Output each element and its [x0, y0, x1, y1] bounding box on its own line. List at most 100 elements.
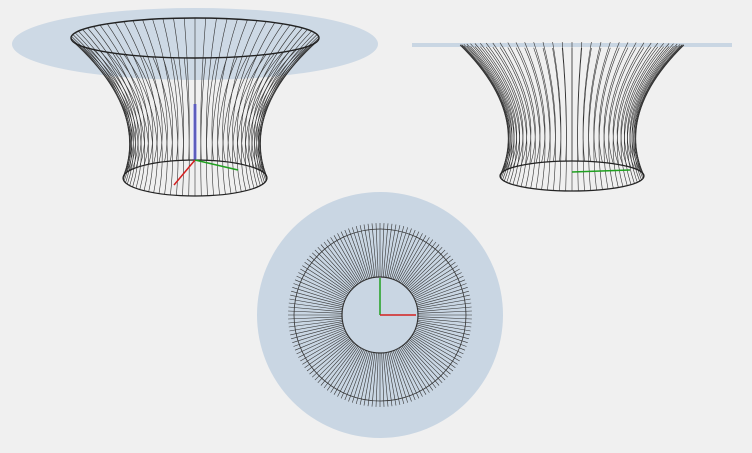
wire-rod [227, 55, 258, 194]
wire-rod [620, 42, 659, 167]
wire-rod [417, 306, 472, 312]
wire-rod [383, 223, 389, 278]
wire-rod [404, 244, 440, 287]
wire-rod [381, 223, 385, 278]
wire-rod [633, 43, 681, 173]
wire-rod [463, 43, 511, 173]
wire-rod [132, 20, 163, 163]
wire-rod [300, 268, 348, 297]
wire-rod [291, 324, 344, 340]
wire-rod [298, 332, 347, 358]
wire-rod [627, 43, 670, 169]
wire-rod [93, 26, 142, 168]
wire-rod [288, 306, 343, 312]
wire-rod [406, 341, 446, 381]
wire-rod [603, 42, 629, 164]
wire-rod [470, 46, 515, 183]
wire-rod [507, 42, 536, 164]
wire-rod [256, 44, 312, 185]
wire-rod [291, 290, 344, 306]
wire-rod [413, 332, 462, 358]
wire-rod [293, 283, 345, 303]
wire-rod [348, 228, 368, 280]
wire-rod [634, 44, 683, 174]
wire-rod [241, 51, 283, 191]
wire-rod [292, 326, 344, 343]
wire-rod [387, 352, 401, 405]
wire-rod [499, 42, 532, 165]
wire-rod [236, 22, 275, 165]
wire-rod [292, 287, 344, 304]
wire-rod [620, 46, 659, 186]
wire-rod [289, 321, 343, 332]
wire-rod [248, 26, 297, 168]
wire-rod [293, 327, 345, 347]
wire-rod [466, 45, 513, 182]
wire-rod [183, 57, 190, 196]
wire-rod [582, 47, 592, 191]
wire-rod [410, 336, 456, 369]
wire-rod [395, 349, 420, 399]
wire-rod [115, 22, 154, 165]
wire-rod [217, 56, 238, 195]
wire-rod [337, 348, 363, 397]
wire-rod [355, 351, 371, 404]
wire-rod [300, 333, 348, 362]
wire-rod [71, 36, 131, 177]
wire-rod [72, 34, 131, 176]
wire-rod [311, 340, 353, 378]
wire-rod [485, 46, 524, 186]
wire-rod [217, 19, 238, 162]
wire-rod [499, 47, 532, 188]
wire-rod [400, 346, 430, 393]
wire-rod [241, 23, 283, 166]
wire-rod [142, 19, 168, 162]
wire-rod [588, 42, 602, 162]
outer-rim [293, 228, 467, 402]
wire-rod [309, 255, 352, 291]
wire-rod [304, 336, 350, 369]
wire-rod [340, 349, 365, 399]
wire-rod [304, 261, 350, 294]
wire-rod [232, 21, 267, 164]
wire-rod [401, 239, 434, 285]
wire-rod [401, 345, 434, 391]
perspective-view[interactable] [0, 0, 390, 205]
wire-rod [200, 18, 207, 161]
wire-rod [340, 231, 365, 281]
wire-rod [78, 30, 134, 172]
wire-rod [107, 23, 149, 166]
axis-x-line [173, 159, 196, 186]
wire-rod [302, 335, 349, 365]
wire-rod [417, 322, 470, 336]
top-view[interactable] [250, 190, 510, 450]
wire-rod [296, 275, 346, 300]
wire-rod [608, 42, 637, 164]
wire-rod [259, 36, 319, 177]
wire-rod [359, 352, 373, 405]
wire-rod [389, 226, 405, 279]
wire-rod [398, 347, 427, 395]
wire-rod [392, 350, 412, 402]
wire-rod [417, 316, 472, 320]
wire-rod [631, 43, 678, 172]
wire-rod [333, 235, 362, 283]
axis-y-line [194, 159, 239, 171]
wire-rod [142, 55, 168, 195]
wire-rod [74, 32, 133, 174]
wire-rod [211, 57, 228, 196]
wire-rod [524, 47, 546, 190]
wire-rod [507, 47, 536, 189]
wire-rod [211, 18, 228, 161]
wire-rod [352, 227, 369, 279]
front-canvas [412, 41, 732, 192]
wire-rod [552, 47, 562, 191]
wire-base [70, 18, 320, 196]
wire-rod [248, 49, 297, 189]
wire-rod [411, 335, 458, 365]
wire-rod [485, 42, 524, 167]
front-view[interactable] [400, 0, 752, 205]
wire-rod [416, 290, 469, 306]
wire-rod [359, 225, 373, 278]
